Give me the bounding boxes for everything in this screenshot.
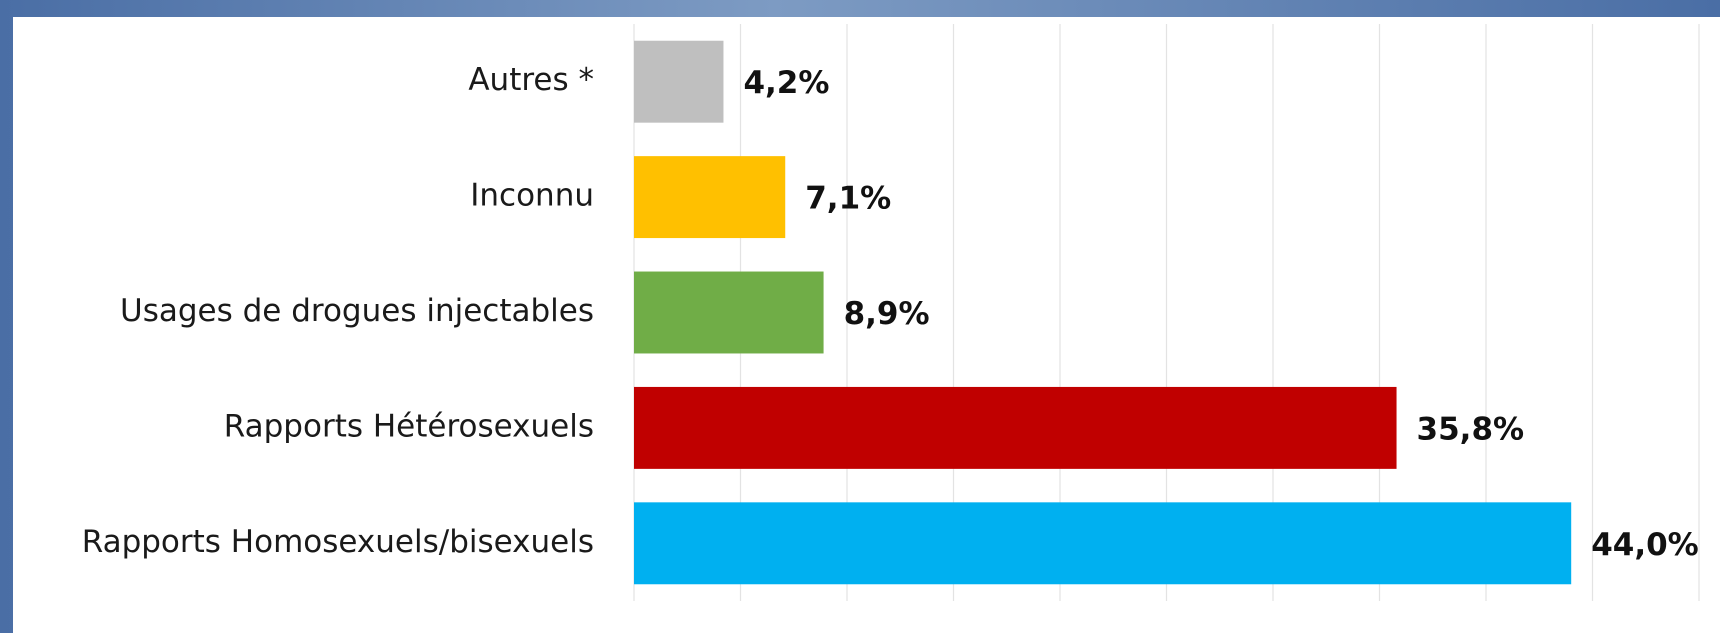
y-tick-label: Autres *	[468, 62, 594, 98]
data-label: 44,0%	[1591, 527, 1699, 563]
data-label: 4,2%	[743, 65, 829, 101]
y-tick-label: Usages de drogues injectables	[120, 293, 594, 329]
y-tick-label: Rapports Hétérosexuels	[224, 408, 594, 444]
data-label: 8,9%	[844, 296, 930, 332]
bar	[634, 156, 786, 239]
bar	[634, 271, 824, 354]
data-label: 7,1%	[805, 181, 891, 217]
data-label: 35,8%	[1417, 411, 1525, 447]
bar	[634, 40, 724, 123]
bar	[634, 386, 1397, 469]
y-tick-label: Rapports Homosexuels/bisexuels	[82, 524, 594, 560]
bar	[634, 502, 1572, 585]
y-tick-label: Inconnu	[470, 178, 594, 214]
